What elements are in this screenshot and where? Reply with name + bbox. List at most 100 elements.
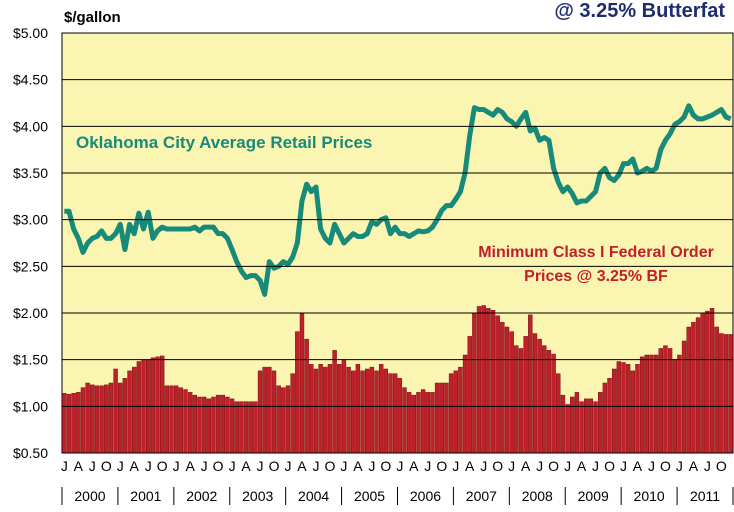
y-tick-label: $1.50 xyxy=(13,352,48,368)
bar xyxy=(434,382,440,454)
x-tick-label: O xyxy=(604,458,615,474)
x-tick-label: O xyxy=(157,458,168,474)
bar xyxy=(556,373,561,454)
bar xyxy=(94,385,100,454)
bar xyxy=(416,392,421,454)
bar xyxy=(276,385,281,454)
x-tick-label: J xyxy=(452,458,459,474)
bar xyxy=(378,364,384,454)
bar xyxy=(85,382,90,454)
x-tick-label: J xyxy=(284,458,291,474)
x-tick-label: A xyxy=(633,458,643,474)
bar xyxy=(267,366,272,454)
bar xyxy=(169,385,174,454)
bar xyxy=(677,354,682,454)
year-label: 2011 xyxy=(690,488,720,504)
bar xyxy=(327,364,333,454)
year-label: 2006 xyxy=(410,488,441,504)
bar xyxy=(448,373,454,454)
bar xyxy=(71,393,76,454)
bar xyxy=(565,404,570,454)
y-tick-label: $4.00 xyxy=(13,118,48,134)
bar xyxy=(402,387,407,454)
bar xyxy=(318,364,323,454)
bar xyxy=(383,368,389,454)
x-tick-label: J xyxy=(648,458,655,474)
bar xyxy=(476,306,482,454)
bar xyxy=(104,384,109,454)
bar xyxy=(574,392,580,454)
bar xyxy=(155,356,160,454)
bar xyxy=(625,364,631,454)
x-tick-label: J xyxy=(620,458,627,474)
y-tick-label: $1.00 xyxy=(13,398,48,414)
bar xyxy=(257,370,263,454)
bar xyxy=(197,396,202,454)
bar xyxy=(132,366,137,454)
year-label: 2005 xyxy=(354,488,385,504)
bar xyxy=(719,333,724,454)
x-tick-label: J xyxy=(676,458,683,474)
bar xyxy=(639,356,645,454)
bar xyxy=(62,393,67,454)
bar xyxy=(337,364,342,454)
bar xyxy=(239,401,244,454)
bar xyxy=(453,370,458,454)
bar xyxy=(616,361,622,454)
x-tick-label: J xyxy=(257,458,264,474)
plot-area xyxy=(61,32,734,454)
bar xyxy=(597,392,603,454)
year-label: 2003 xyxy=(242,488,273,504)
bar-label: Minimum Class I Federal Order Prices @ 3… xyxy=(478,244,714,285)
bar xyxy=(709,308,715,454)
x-tick-label: J xyxy=(368,458,375,474)
x-tick-label: J xyxy=(312,458,319,474)
x-tick-label: J xyxy=(480,458,487,474)
x-tick-label: A xyxy=(241,458,251,474)
year-label: 2008 xyxy=(522,488,553,504)
bar xyxy=(178,387,184,454)
bar xyxy=(504,326,510,454)
bar xyxy=(113,368,118,454)
bar xyxy=(523,336,528,454)
x-tick-label: O xyxy=(213,458,224,474)
bar xyxy=(313,368,319,454)
x-tick-label: J xyxy=(229,458,236,474)
bar xyxy=(281,387,286,454)
bar xyxy=(663,345,668,454)
bar xyxy=(584,398,589,454)
bar xyxy=(667,348,673,454)
x-tick-label: A xyxy=(577,458,587,474)
bar xyxy=(369,366,375,454)
bar xyxy=(514,345,519,454)
year-label: 2004 xyxy=(298,488,329,504)
bar xyxy=(187,392,193,454)
bar xyxy=(728,334,733,454)
x-tick-label: A xyxy=(689,458,699,474)
bar xyxy=(304,338,309,454)
bar xyxy=(392,373,398,454)
bar xyxy=(681,340,687,454)
y-tick-label: $4.50 xyxy=(13,72,48,88)
bar xyxy=(183,389,188,454)
bar xyxy=(159,355,165,454)
year-label: 2010 xyxy=(634,488,665,504)
x-tick-label: J xyxy=(61,458,68,474)
bar xyxy=(509,331,514,454)
y-tick-label: $2.00 xyxy=(13,305,48,321)
x-tick-label: O xyxy=(492,458,503,474)
x-tick-label: O xyxy=(548,458,559,474)
x-tick-label: O xyxy=(324,458,335,474)
x-tick-label: A xyxy=(353,458,363,474)
bar xyxy=(444,382,449,454)
bar xyxy=(658,348,663,454)
bar xyxy=(351,370,356,454)
bar xyxy=(295,331,300,454)
bar xyxy=(118,382,123,454)
bar xyxy=(136,361,142,454)
bar xyxy=(686,326,691,454)
x-tick-label: A xyxy=(130,458,140,474)
bar xyxy=(537,338,542,454)
